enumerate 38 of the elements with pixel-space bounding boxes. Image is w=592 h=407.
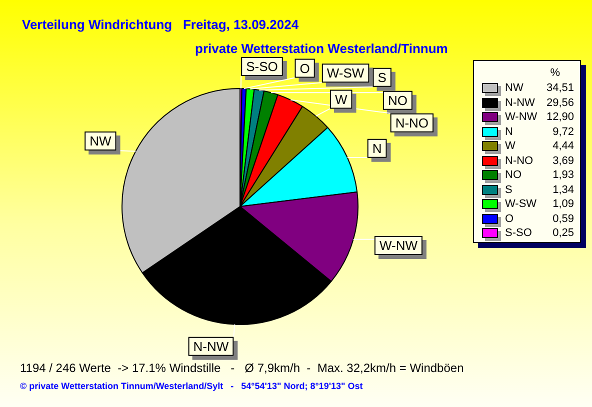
legend-label: N-NO [505, 154, 534, 167]
slice-label: N-NW [193, 338, 230, 354]
data-label: 0,59 [552, 212, 574, 225]
text: 1194 / 246 Werte -> 17.1% Windstille - Ø 7,9km/h - Max. 32,2km/h = Windböen [20, 361, 464, 375]
legend-label: W [505, 140, 516, 152]
legend-label: S-SO [505, 227, 533, 240]
data-label: 1,09 [552, 198, 574, 210]
legend-label: NW [505, 82, 524, 94]
legend-label: N [505, 126, 514, 138]
legend-label: S [505, 184, 514, 196]
slice-label: N-NO [395, 115, 429, 130]
data-label: 34,51 [546, 82, 574, 94]
slice-label: S [378, 70, 387, 85]
data-label: 1,34 [552, 184, 574, 196]
data-label: 29,56 [546, 96, 574, 109]
chart-subtitle: private Wetterstation Westerland/Tinnum [195, 41, 448, 56]
legend-label: N-NW [505, 96, 536, 109]
slice-label: NW [90, 134, 112, 149]
text: © private Wetterstation Tinnum/Westerland/Sylt - 54°54'13" Nord; 8°19'13" Ost [20, 381, 363, 391]
data-label: 9,72 [552, 126, 574, 138]
slice-label: NO [388, 92, 408, 108]
data-label: 1,93 [552, 169, 574, 182]
data-label: 4,44 [552, 140, 574, 152]
data-label: 0,25 [552, 227, 574, 240]
slice-label: S-SO [246, 59, 278, 74]
legend-label: W-NW [505, 111, 538, 124]
slice-label: W-SW [326, 66, 365, 81]
legend-label: NO [505, 169, 522, 182]
legend-label: W-SW [505, 198, 538, 210]
slice-label: N [372, 140, 382, 156]
slice-label: W-NW [379, 238, 418, 254]
data-label: 3,69 [552, 154, 574, 167]
chart-title: Verteilung Windrichtung Freitag, 13.09.2024 [22, 17, 299, 32]
slice-label: O [300, 60, 310, 76]
data-label: 12,90 [546, 111, 574, 124]
legend-title: % [549, 67, 561, 81]
slice-label: W [334, 92, 348, 107]
legend-label: O [505, 212, 515, 225]
